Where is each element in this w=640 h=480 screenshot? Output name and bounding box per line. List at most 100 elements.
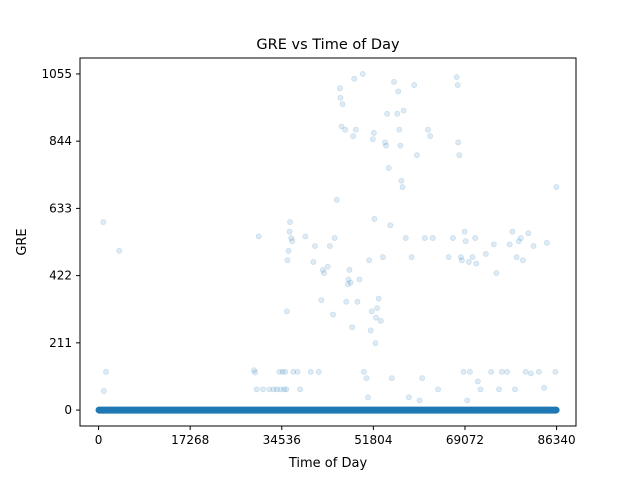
data-point	[363, 375, 370, 382]
y-axis-label: GRE	[15, 228, 30, 255]
data-point	[284, 257, 291, 264]
data-point	[421, 235, 428, 241]
data-point	[338, 123, 345, 130]
data-point	[318, 297, 325, 304]
data-point	[374, 305, 380, 312]
data-point	[488, 368, 495, 375]
data-point	[398, 177, 405, 184]
data-point	[286, 228, 293, 235]
data-point	[387, 222, 394, 229]
data-point	[413, 152, 420, 159]
data-point	[330, 311, 336, 318]
data-point	[356, 276, 363, 283]
data-point	[373, 314, 379, 321]
y-tick-label: 211	[49, 336, 72, 350]
data-point	[302, 233, 309, 240]
data-point	[380, 254, 386, 261]
data-point	[389, 375, 395, 382]
data-point	[477, 386, 484, 393]
x-tick-label: 17268	[171, 433, 209, 447]
data-point	[369, 136, 376, 143]
data-point	[473, 260, 480, 267]
plot-frame	[79, 57, 577, 427]
data-point	[321, 270, 327, 276]
data-point	[273, 386, 280, 393]
data-point	[294, 368, 301, 375]
data-point	[289, 238, 296, 245]
data-point	[337, 85, 343, 92]
data-point	[429, 235, 436, 241]
data-point	[530, 243, 537, 249]
data-point	[543, 239, 550, 246]
data-point	[498, 368, 505, 375]
data-point	[287, 219, 293, 225]
data-point	[416, 397, 423, 404]
data-point	[541, 384, 548, 391]
data-point	[427, 133, 434, 139]
data-point	[405, 394, 412, 401]
data-point	[307, 368, 314, 375]
data-point	[103, 368, 109, 375]
data-point	[255, 233, 262, 240]
data-point	[504, 368, 510, 375]
data-point	[383, 142, 389, 149]
data-point	[520, 257, 526, 264]
data-point	[346, 266, 353, 273]
data-point	[253, 386, 260, 393]
data-point	[367, 327, 374, 334]
data-point	[288, 235, 295, 241]
data-point	[283, 308, 290, 315]
data-point	[252, 369, 258, 376]
data-point	[490, 241, 497, 248]
data-point	[283, 386, 290, 393]
data-point	[506, 241, 513, 248]
data-point	[370, 129, 377, 136]
x-tick-label: 34536	[263, 433, 301, 447]
data-point	[513, 254, 520, 261]
data-point	[352, 126, 359, 133]
data-point	[493, 270, 500, 276]
data-point	[282, 368, 289, 375]
data-point	[522, 368, 529, 375]
data-point	[408, 254, 415, 261]
data-point	[397, 142, 404, 149]
data-point	[402, 235, 409, 241]
data-point	[445, 254, 452, 261]
data-point	[455, 139, 462, 146]
data-point	[435, 386, 441, 393]
data-point	[462, 238, 469, 245]
y-tick-label: 844	[49, 134, 72, 148]
y-tick-label: 0	[64, 403, 72, 417]
data-point	[326, 243, 333, 249]
data-point	[517, 235, 524, 241]
data-point	[349, 324, 356, 331]
data-point	[395, 88, 402, 95]
data-point	[456, 152, 463, 159]
data-point	[347, 279, 354, 286]
data-point	[400, 107, 407, 114]
data-point	[276, 368, 283, 375]
data-point	[337, 94, 344, 101]
data-point	[260, 386, 266, 393]
data-point	[459, 257, 465, 264]
data-point	[465, 259, 472, 265]
data-point	[277, 386, 284, 393]
data-point	[391, 78, 397, 85]
data-point	[359, 71, 366, 77]
data-point	[333, 196, 340, 203]
axes-layer: 0 17268 34536 51804 69072 86340 0 211 422 633 844 1…	[41, 57, 577, 447]
data-point	[525, 230, 532, 237]
data-point	[297, 386, 304, 393]
data-point	[425, 126, 431, 133]
data-point	[324, 263, 331, 270]
x-axis-label: Time of Day	[288, 456, 368, 471]
data-point	[411, 82, 418, 88]
data-point	[460, 368, 467, 375]
data-point	[351, 75, 358, 82]
data-point	[270, 386, 277, 393]
data-point	[394, 110, 401, 117]
data-point	[266, 386, 273, 393]
data-point	[366, 257, 373, 264]
data-point	[509, 228, 516, 235]
